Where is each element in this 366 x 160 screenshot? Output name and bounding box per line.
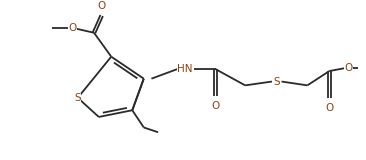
Text: O: O	[325, 103, 333, 113]
Text: O: O	[344, 63, 353, 73]
Text: O: O	[98, 1, 106, 11]
Text: O: O	[212, 101, 220, 111]
Text: S: S	[273, 76, 280, 87]
Text: S: S	[74, 93, 81, 103]
Text: O: O	[69, 23, 77, 33]
Text: HN: HN	[177, 64, 193, 74]
